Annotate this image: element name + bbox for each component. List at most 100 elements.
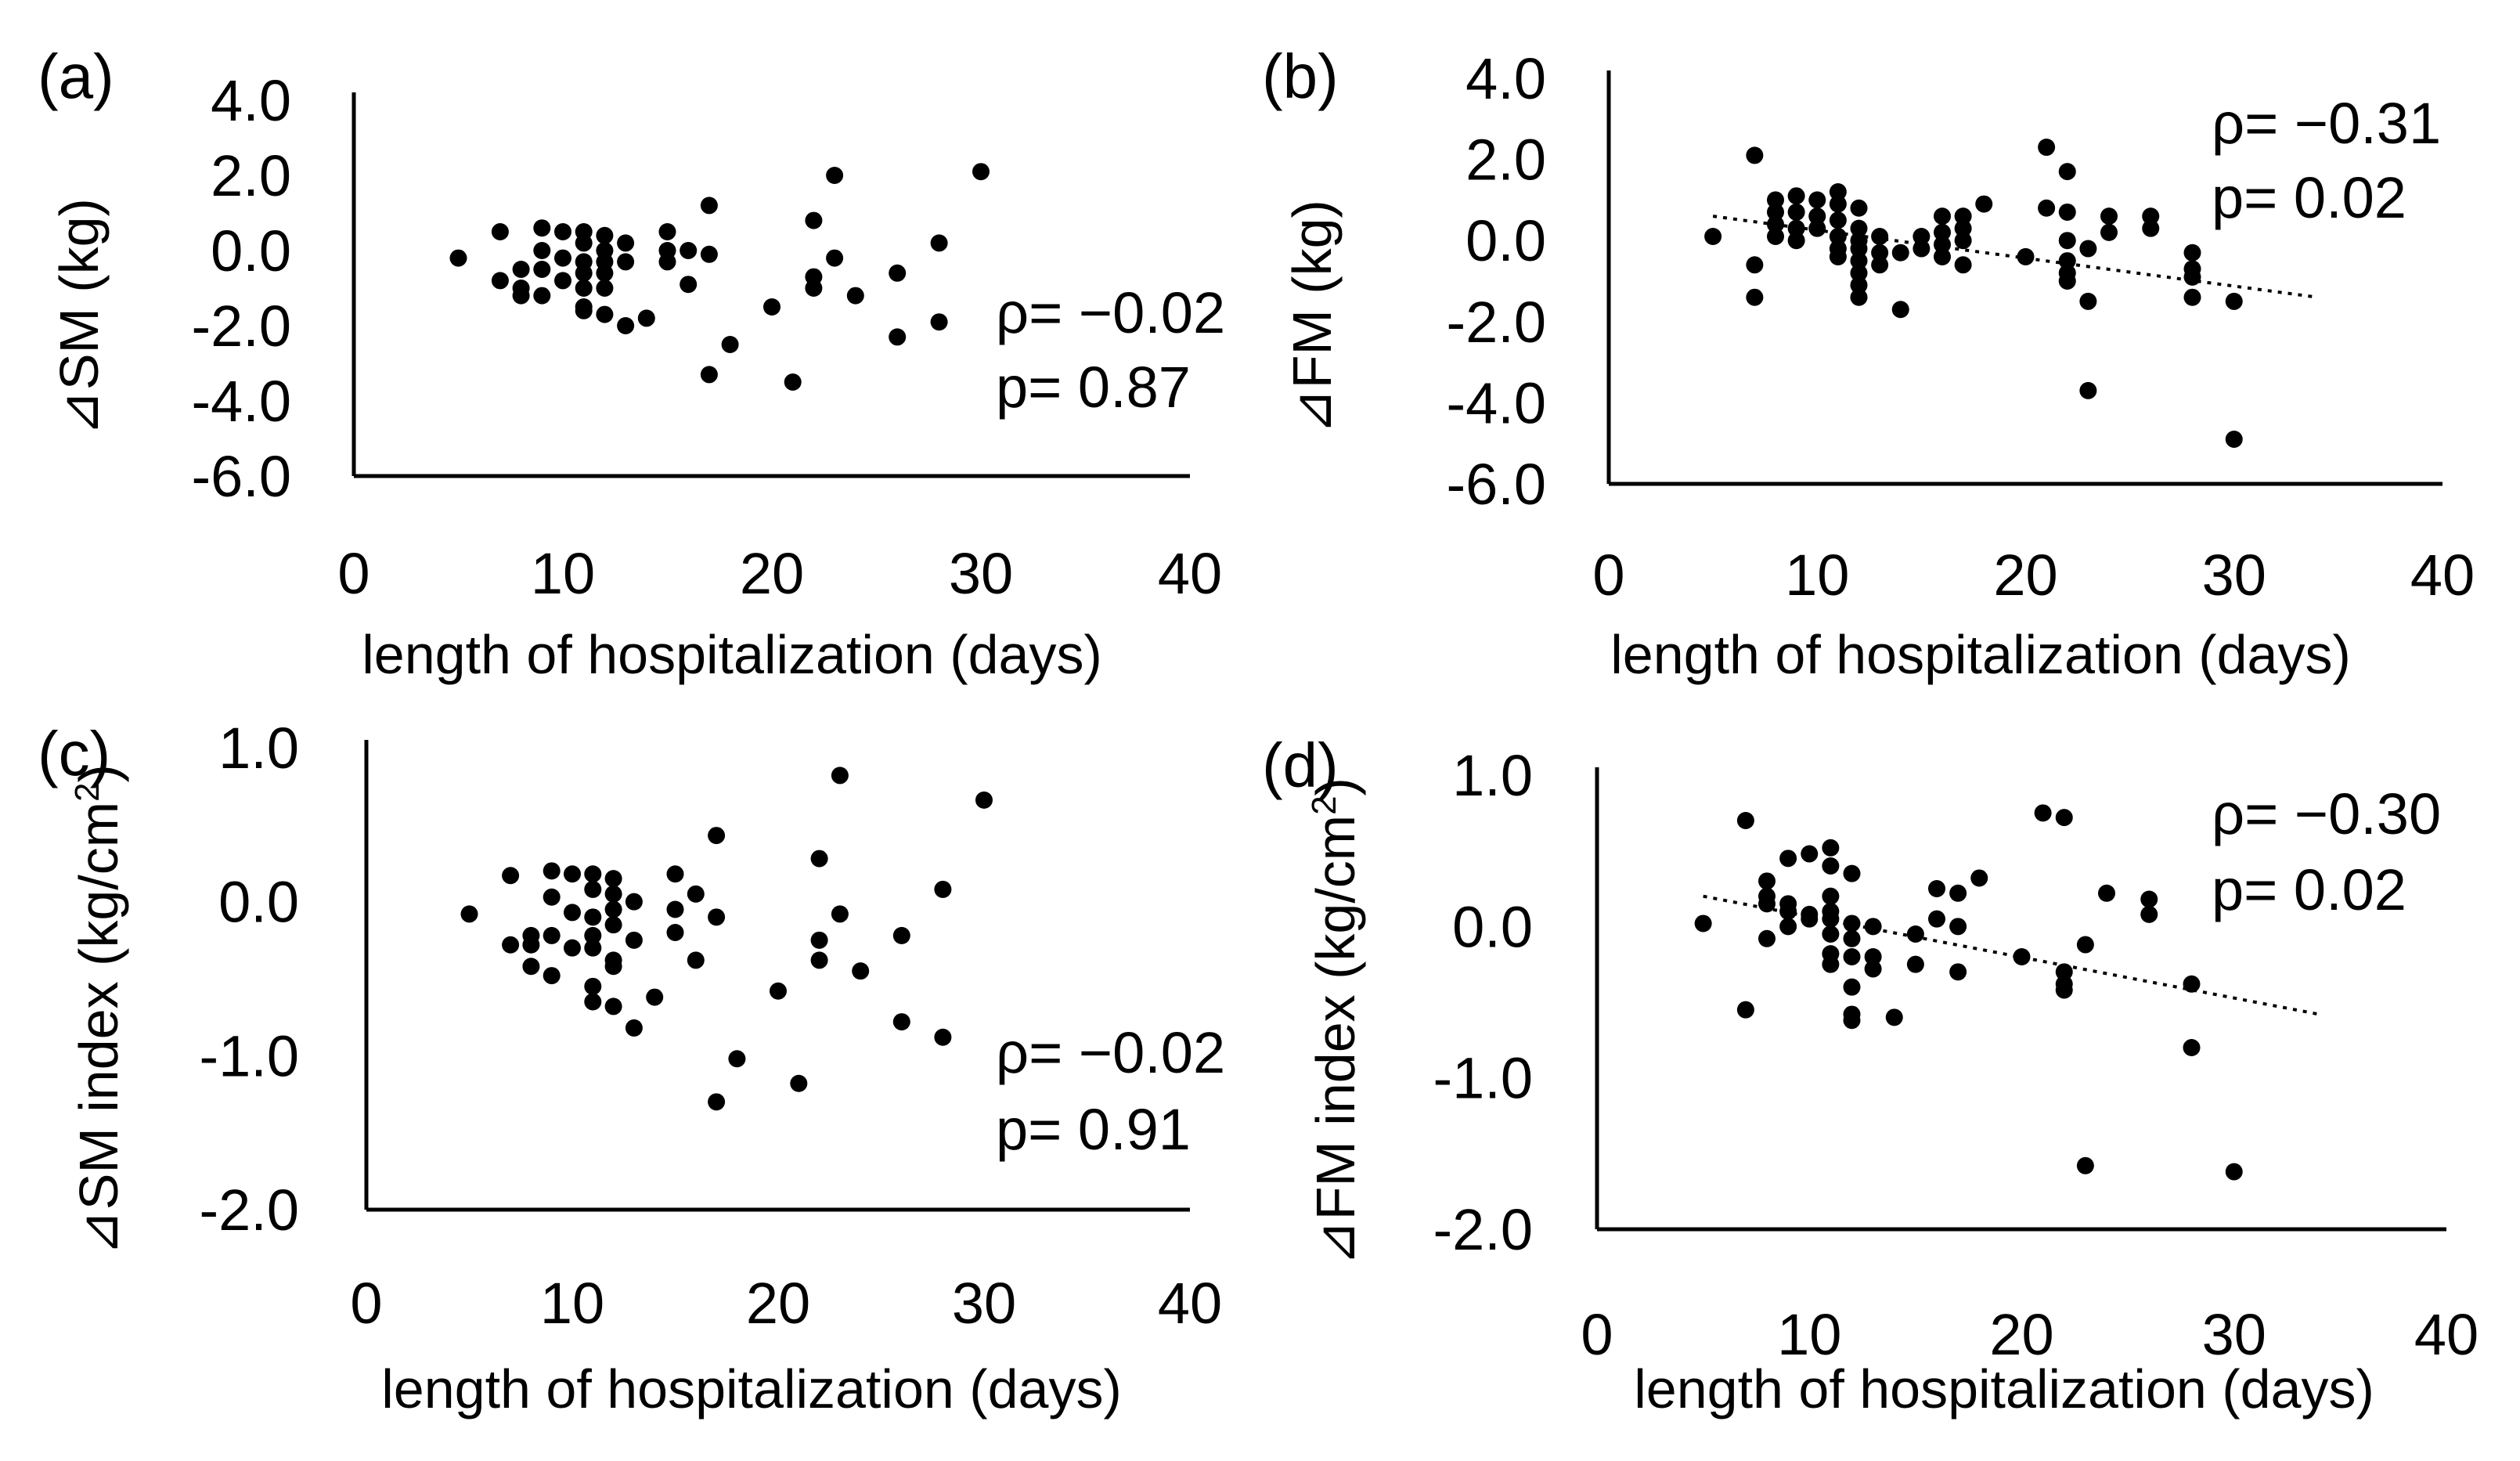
data-point	[790, 1074, 808, 1092]
y-tick-label: -2.0	[1446, 290, 1546, 355]
data-point	[1736, 1001, 1754, 1019]
data-point	[584, 865, 602, 883]
data-point	[1822, 857, 1840, 875]
data-point	[2055, 981, 2073, 999]
data-point	[637, 309, 655, 327]
data-point	[1808, 219, 1826, 237]
data-point	[1954, 256, 1972, 274]
data-point	[975, 791, 993, 809]
x-tick-label: 20	[1989, 1302, 2053, 1367]
data-point	[708, 827, 726, 845]
p-value-label: p= 0.87	[996, 355, 1191, 420]
data-point	[805, 211, 823, 229]
data-point	[1954, 207, 1972, 225]
y-tick-label: -6.0	[191, 444, 291, 509]
y-tick-label: 4.0	[211, 68, 291, 133]
data-point	[934, 880, 952, 898]
x-tick-label: 40	[1158, 1271, 1222, 1336]
data-point	[810, 951, 828, 969]
data-point	[564, 865, 581, 883]
data-point	[1779, 903, 1797, 920]
data-point	[1949, 963, 1967, 981]
y-tick-label: 2.0	[1465, 128, 1546, 193]
data-point	[810, 850, 828, 868]
x-tick-label: 20	[740, 541, 804, 606]
data-point	[1928, 880, 1945, 897]
y-tick-label: 2.0	[211, 143, 291, 208]
data-point	[1822, 887, 1840, 905]
data-point	[1864, 948, 1882, 965]
data-point	[1808, 207, 1826, 225]
data-point	[810, 931, 828, 949]
data-point	[1736, 812, 1754, 829]
data-point	[1949, 884, 1967, 902]
data-point	[543, 862, 561, 880]
data-point	[522, 936, 540, 954]
y-tick-label: -2.0	[191, 294, 291, 359]
data-point	[721, 336, 739, 353]
panel-label: (a)	[38, 41, 114, 111]
data-point	[2076, 1156, 2094, 1174]
data-point	[1850, 264, 1868, 282]
data-point	[889, 328, 907, 346]
data-point	[522, 958, 540, 976]
data-point	[1767, 228, 1784, 246]
data-point	[1779, 850, 1797, 868]
data-point	[2058, 232, 2076, 250]
y-tick-label: -2.0	[199, 1178, 299, 1243]
y-tick-label: -4.0	[191, 369, 291, 434]
data-point	[2183, 1039, 2201, 1056]
data-point	[1843, 1012, 1861, 1030]
data-point	[1843, 929, 1861, 947]
data-point	[1767, 191, 1784, 209]
data-point	[1746, 256, 1764, 274]
data-point	[728, 1050, 746, 1068]
data-point	[1850, 219, 1868, 237]
data-point	[564, 939, 581, 957]
rho-label: ρ= −0.31	[2212, 91, 2441, 156]
data-point	[1954, 219, 1972, 237]
panel-label: (b)	[1262, 41, 1339, 111]
y-tick-label: 0.0	[1465, 208, 1546, 273]
data-point	[680, 276, 698, 294]
data-point	[1864, 960, 1882, 978]
data-point	[1913, 228, 1931, 246]
x-tick-label: 20	[1993, 543, 2057, 608]
p-value-label: p= 0.02	[2212, 165, 2406, 230]
data-point	[554, 272, 571, 290]
data-point	[2013, 948, 2031, 965]
data-point	[1787, 203, 1805, 221]
data-point	[575, 264, 593, 282]
x-axis-label: length of hospitalization (days)	[1610, 624, 2351, 685]
data-point	[491, 223, 509, 240]
data-point	[543, 888, 561, 906]
y-tick-label: 0.0	[211, 218, 291, 283]
data-point	[575, 280, 593, 297]
data-point	[2058, 203, 2076, 221]
x-tick-label: 10	[1785, 543, 1849, 608]
data-point	[784, 373, 802, 391]
data-point	[687, 885, 705, 903]
data-point	[1885, 1008, 1903, 1026]
panel-label: (c)	[38, 719, 110, 788]
x-tick-label: 20	[746, 1271, 810, 1336]
data-point	[1871, 256, 1889, 274]
data-point	[852, 962, 870, 980]
x-tick-label: 30	[2202, 543, 2266, 608]
data-point	[554, 223, 571, 240]
data-point	[617, 253, 635, 271]
data-point	[1787, 232, 1805, 250]
data-point	[2079, 240, 2097, 258]
data-point	[584, 977, 602, 995]
data-point	[770, 982, 787, 1000]
rho-label: ρ= −0.02	[996, 1020, 1225, 1085]
data-point	[2225, 431, 2243, 449]
y-tick-label: 1.0	[1452, 743, 1533, 808]
data-point	[625, 1019, 643, 1037]
data-point	[2183, 243, 2201, 262]
data-point	[700, 197, 718, 215]
data-point	[1843, 978, 1861, 996]
data-point	[1843, 914, 1861, 933]
panel-d: (d) ⊿FM index (kg/cm2) length of hospita…	[1262, 730, 2479, 1420]
data-point	[584, 908, 602, 926]
